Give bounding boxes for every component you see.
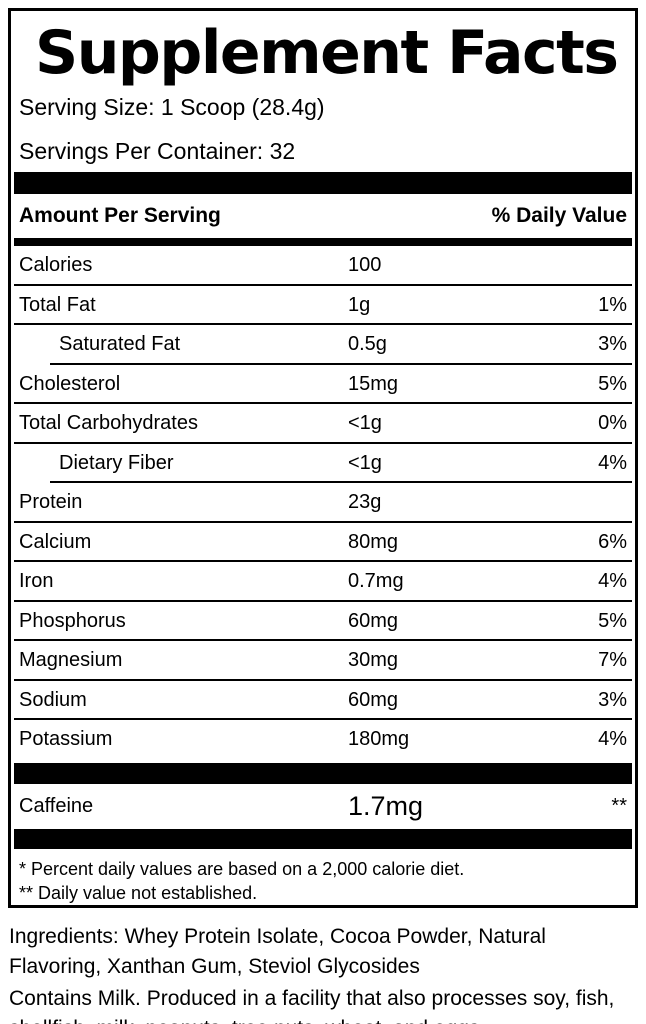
nutrient-name: Sodium [19,688,87,711]
nutrient-amount: 100 [348,254,382,277]
allergen-text: Contains Milk. Produced in a facility th… [9,987,615,1024]
caffeine-row: Caffeine 1.7mg ** [14,784,632,829]
panel-title: Supplement Facts [35,18,619,88]
divider-bar-middle [14,762,632,784]
nutrient-row: Calcium 80mg 6% [14,523,632,563]
caffeine-amount: 1.7mg [348,790,424,821]
nutrient-name: Total Carbohydrates [19,412,198,435]
nutrient-daily-value: 4% [598,451,627,474]
nutrient-name: Calcium [19,530,92,553]
nutrient-amount: 23g [348,491,382,514]
nutrient-name: Total Fat [19,293,96,316]
nutrient-row: Magnesium 30mg 7% [14,641,632,681]
nutrient-daily-value: 3% [598,688,627,711]
ingredients-text: Ingredients: Whey Protein Isolate, Cocoa… [9,925,546,978]
nutrient-row: Saturated Fat 0.5g 3% [14,325,632,365]
nutrient-daily-value: 3% [598,333,627,356]
nutrient-amount: 180mg [348,728,410,751]
supplement-facts-panel: Supplement Facts Serving Size: 1 Scoop (… [8,8,638,908]
servings-per-container-text: Servings Per Container: 32 [19,138,296,164]
nutrient-name: Saturated Fat [59,333,181,356]
nutrient-row: Total Carbohydrates <1g 0% [14,404,632,444]
nutrient-name: Cholesterol [19,372,121,395]
footnotes: * Percent daily values are based on a 2,… [19,849,627,905]
nutrient-row: Total Fat 1g 1% [14,286,632,326]
nutrient-daily-value: 0% [598,412,627,435]
nutrient-amount: <1g [348,451,382,474]
nutrient-row: Phosphorus 60mg 5% [14,602,632,642]
nutrient-amount: 30mg [348,649,399,672]
nutrient-row: Cholesterol 15mg 5% [14,365,632,405]
nutrient-name: Calories [19,254,93,277]
nutrient-row: Potassium 180mg 4% [14,720,632,760]
amount-per-serving-header: Amount Per Serving [19,204,221,227]
header-divider-bar [14,238,632,246]
nutrient-rows: Calories 100 Total Fat 1g 1% Saturated F… [14,246,632,760]
nutrient-daily-value: 1% [598,293,627,316]
nutrient-daily-value: 5% [598,609,627,632]
nutrient-amount: 80mg [348,530,399,553]
nutrient-amount: 60mg [348,609,399,632]
nutrient-row: Calories 100 [14,246,632,286]
serving-size-text: Serving Size: 1 Scoop (28.4g) [19,94,325,120]
nutrient-daily-value: 4% [598,570,627,593]
nutrient-name: Dietary Fiber [59,451,174,474]
footnote-daily-values: * Percent daily values are based on a 2,… [19,858,465,879]
nutrient-row: Iron 0.7mg 4% [14,562,632,602]
nutrient-name: Protein [19,491,83,514]
nutrient-amount: 60mg [348,688,399,711]
nutrient-amount: 15mg [348,372,399,395]
nutrient-daily-value: 4% [598,728,627,751]
nutrient-row: Sodium 60mg 3% [14,681,632,721]
nutrient-name: Potassium [19,728,113,751]
table-header-row: Amount Per Serving % Daily Value [19,194,627,238]
caffeine-daily-value: ** [611,794,627,817]
nutrient-amount: 1g [348,293,371,316]
nutrient-name: Phosphorus [19,609,126,632]
nutrient-name: Iron [19,570,54,593]
nutrient-daily-value: 5% [598,372,627,395]
nutrient-amount: <1g [348,412,382,435]
footnote-not-established: ** Daily value not established. [19,882,258,903]
nutrient-amount: 0.5g [348,333,387,356]
nutrient-row: Protein 23g [14,483,632,523]
nutrient-row: Dietary Fiber <1g 4% [14,444,632,484]
nutrient-amount: 0.7mg [348,570,404,593]
divider-bar-bottom [14,828,632,849]
daily-value-header: % Daily Value [491,204,627,227]
caffeine-name: Caffeine [19,794,94,817]
nutrient-name: Magnesium [19,649,123,672]
supplement-label-page: Supplement Facts Serving Size: 1 Scoop (… [0,8,646,1024]
nutrient-daily-value: 7% [598,649,627,672]
nutrient-daily-value: 6% [598,530,627,553]
divider-bar-top [14,172,632,194]
